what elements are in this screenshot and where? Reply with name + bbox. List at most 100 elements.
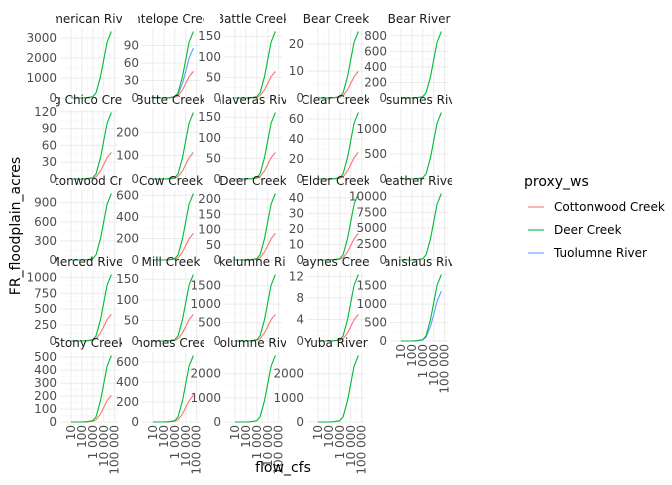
x-axis-title: flow_cfs: [255, 460, 311, 476]
facet-title: Mokelumne River: [201, 255, 305, 269]
line-deer-creek: [234, 355, 276, 423]
y-tick-label: 150: [198, 207, 221, 221]
facet-butte-creek: 0 100 200 Butte Creek: [116, 93, 206, 186]
y-tick-label: 0: [213, 91, 221, 105]
facet-title: Elder Creek: [301, 174, 370, 188]
y-tick-label: 1500: [356, 279, 387, 293]
y-tick-label: 500: [198, 316, 221, 330]
facet-title: Bear Creek: [303, 12, 370, 26]
y-tick-label: 0: [296, 91, 304, 105]
y-tick-label: 60: [124, 56, 139, 70]
facet-title: Big Chico Creek: [42, 93, 137, 107]
y-tick-label: 500: [364, 316, 387, 330]
y-tick-label: 250: [34, 318, 57, 332]
y-tick-label: 0: [49, 415, 57, 429]
x-tick-label: 1 000: [416, 344, 430, 378]
y-tick-label: 8: [296, 291, 304, 305]
line-deer-creek: [70, 355, 112, 423]
y-tick-label: 120: [34, 105, 57, 119]
y-tick-label: 50: [206, 151, 221, 165]
x-tick-label: 100: [239, 425, 253, 448]
facet-antelope-creek: 0 30 60 90 Antelope Creek: [124, 12, 204, 105]
y-tick-label: 12: [289, 269, 304, 283]
y-tick-label: 0: [131, 91, 139, 105]
facet-title: Deer Creek: [219, 174, 287, 188]
y-tick-label: 150: [198, 29, 221, 43]
legend-item-tuolumne-river: Tuolumne River: [528, 246, 647, 260]
line-deer-creek: [152, 355, 194, 423]
facet-title: Feather River: [379, 174, 460, 188]
y-tick-label: 0: [296, 334, 304, 348]
x-tick-label: 10: [64, 425, 78, 440]
x-tick-label: 10: [228, 425, 242, 440]
y-tick-label: 2000: [190, 367, 221, 381]
facet-title: Calaveras River: [206, 93, 300, 107]
y-tick-label: 10: [289, 237, 304, 251]
facet-title: Butte Creek: [135, 93, 206, 107]
y-tick-label: 200: [116, 231, 139, 245]
y-tick-label: 0: [49, 172, 57, 186]
line-deer-creek: [152, 274, 194, 342]
line-deer-creek: [317, 355, 359, 423]
x-tick-label: 10: [394, 344, 408, 359]
y-tick-label: 0: [49, 253, 57, 267]
y-tick-label: 1000: [273, 391, 304, 405]
facet-title: Stanislaus River: [371, 255, 467, 269]
facet-cottonwood-creek: 0 300 600 900 Cottonwood Creek: [34, 174, 122, 267]
y-tick-label: 50: [206, 70, 221, 84]
y-tick-label: 150: [116, 272, 139, 286]
y-tick-label: 150: [198, 110, 221, 124]
x-tick-label: 1 000: [86, 425, 100, 459]
facet-bear-creek: 0 10 20 Bear Creek: [289, 12, 370, 105]
x-tick-label: 100: [75, 425, 89, 448]
legend-item-cottonwood-creek: Cottonwood Creek: [528, 200, 665, 214]
line-deer-creek: [152, 112, 194, 180]
y-tick-label: 500: [364, 147, 387, 161]
x-tick-label: 10 000: [179, 425, 193, 467]
facet-mokelumne-river: 0 500 1000 1500 Mokelumne River: [190, 255, 305, 348]
legend-item-deer-creek: Deer Creek: [528, 223, 622, 237]
y-tick-label: 500: [34, 302, 57, 316]
y-tick-label: 0: [379, 172, 387, 186]
y-tick-label: 200: [116, 395, 139, 409]
x-tick-label: 1 000: [250, 425, 264, 459]
facet-american-river: 0 1000 2000 3000 American River: [26, 12, 122, 105]
y-tick-label: 600: [34, 215, 57, 229]
y-tick-label: 2000: [273, 367, 304, 381]
y-tick-label: 10: [289, 64, 304, 78]
y-tick-label: 300: [34, 376, 57, 390]
y-tick-label: 20: [289, 37, 304, 51]
facet-thomes-creek: 0 200 400 600 Thomes Creek: [116, 336, 204, 429]
y-tick-label: 0: [213, 334, 221, 348]
line-deer-creek: [234, 274, 276, 342]
y-tick-label: 1500: [190, 279, 221, 293]
y-tick-label: 50: [124, 313, 139, 327]
y-tick-label: 0: [49, 91, 57, 105]
y-tick-label: 0: [49, 334, 57, 348]
y-tick-label: 3000: [26, 31, 57, 45]
x-tick-label: 10 000: [344, 425, 358, 467]
y-tick-label: 30: [42, 155, 57, 169]
line-deer-creek: [317, 193, 359, 261]
y-tick-label: 800: [364, 29, 387, 43]
y-tick-label: 60: [42, 138, 57, 152]
facet-title: Cosumnes River: [370, 93, 467, 107]
line-deer-creek: [400, 193, 442, 261]
x-tick-label: 10 000: [97, 425, 111, 467]
facet-battle-creek: 0 50 100 150 Battle Creek: [198, 12, 286, 105]
y-tick-label: 1000: [190, 391, 221, 405]
y-tick-label: 0: [213, 253, 221, 267]
y-tick-label: 0: [131, 172, 139, 186]
y-tick-label: 100: [198, 223, 221, 237]
y-tick-label: 0: [296, 415, 304, 429]
line-deer-creek: [70, 112, 112, 180]
line-deer-creek: [70, 274, 112, 342]
y-tick-label: 30: [289, 206, 304, 220]
line-deer-creek: [152, 31, 194, 99]
y-tick-label: 0: [131, 334, 139, 348]
x-tick-label: 100: [405, 344, 419, 367]
